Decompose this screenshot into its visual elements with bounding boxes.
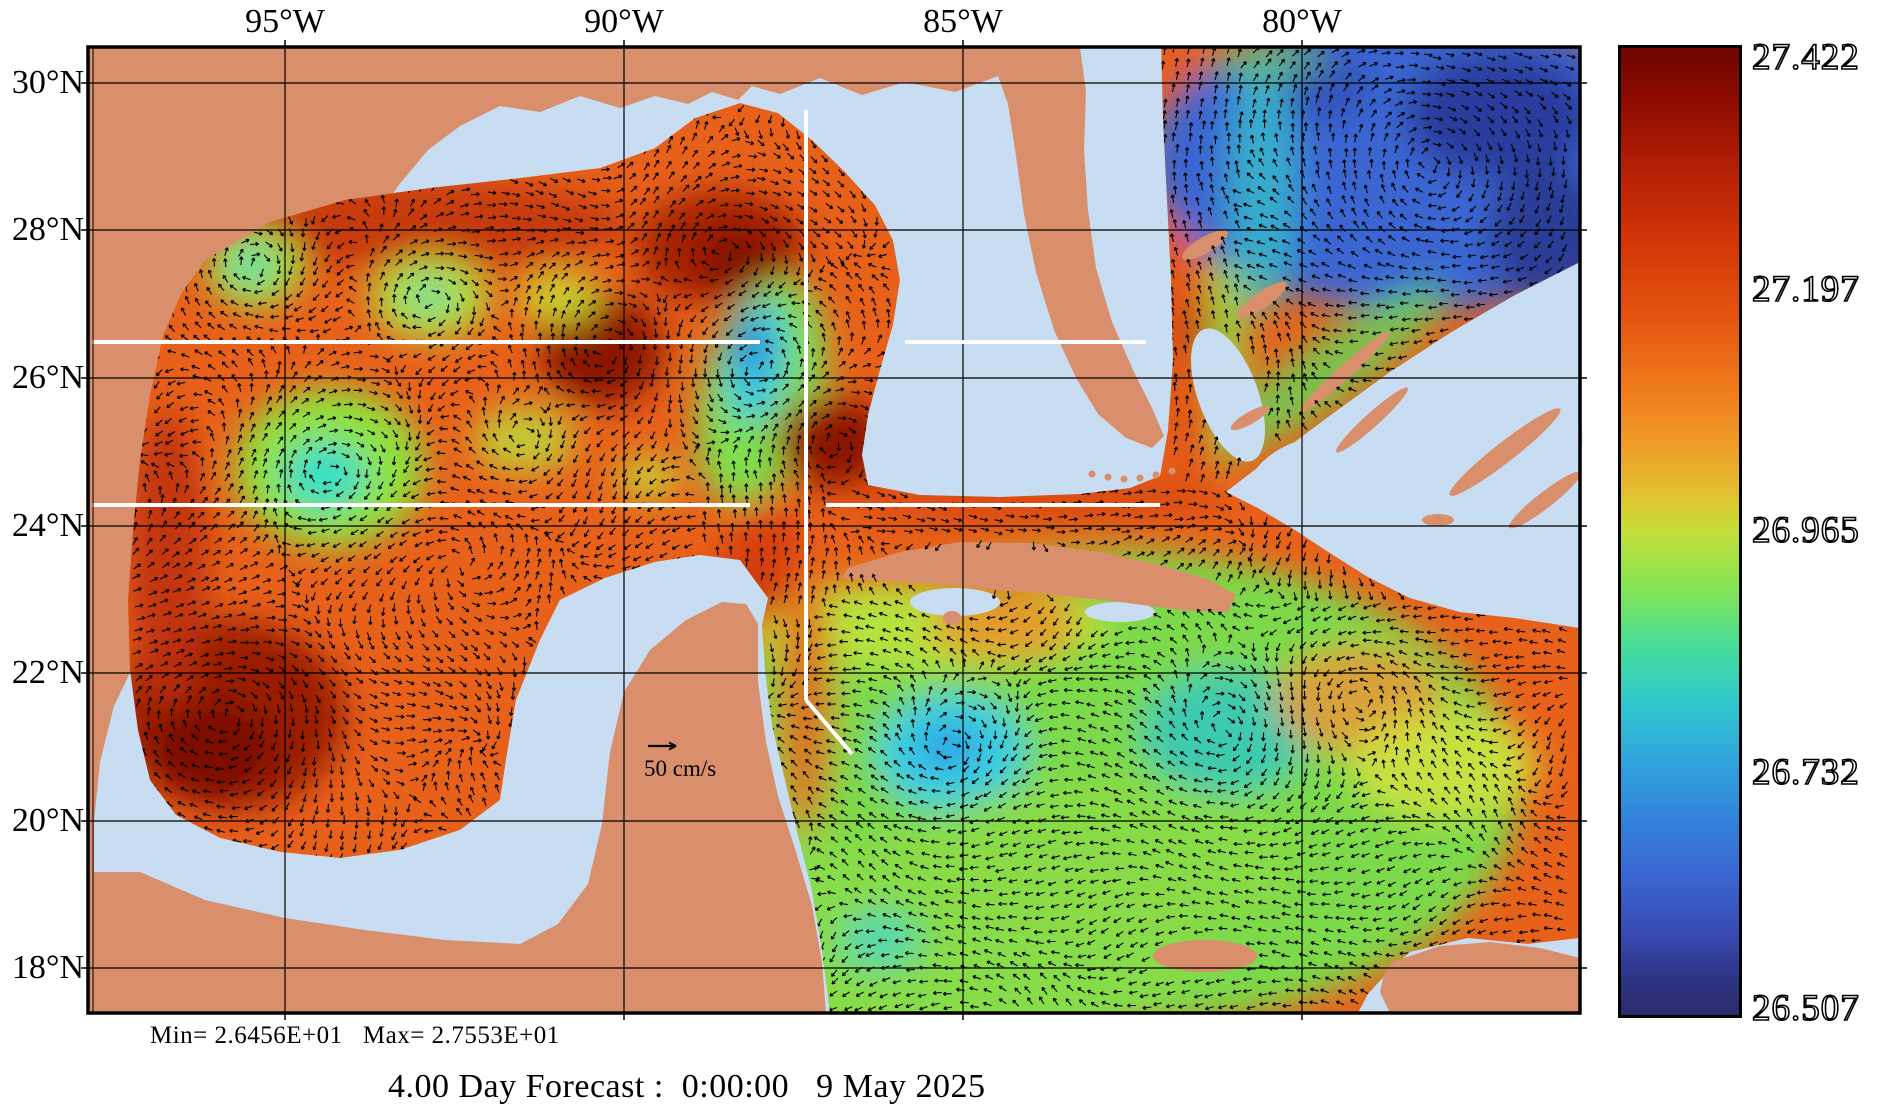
lat-tick-label: 26°N bbox=[11, 359, 84, 396]
colorbar bbox=[1618, 45, 1742, 1018]
colorbar-tick-label: 27.197 bbox=[1751, 268, 1860, 311]
lon-tick-label: 85°W bbox=[923, 3, 1003, 40]
colorbar-tick-label: 26.507 bbox=[1751, 987, 1860, 1030]
colorbar-tick-label: 27.422 bbox=[1751, 36, 1860, 79]
lon-tick-label: 95°W bbox=[245, 3, 325, 40]
field-minmax-text: Min= 2.6456E+01 Max= 2.7553E+01 bbox=[150, 1022, 560, 1049]
lat-tick-label: 18°N bbox=[11, 949, 84, 986]
lon-tick-label: 80°W bbox=[1262, 3, 1342, 40]
lat-tick-label: 20°N bbox=[11, 802, 84, 839]
figure-title: 4.00 Day Forecast : 0:00:00 9 May 2025 bbox=[388, 1068, 986, 1105]
lat-tick-label: 24°N bbox=[11, 507, 84, 544]
vector-scale-label: 50 cm/s bbox=[644, 756, 717, 781]
colorbar-tick-label: 26.965 bbox=[1751, 509, 1860, 552]
lat-tick-label: 22°N bbox=[11, 654, 84, 691]
lon-tick-label: 90°W bbox=[584, 3, 664, 40]
lat-tick-label: 28°N bbox=[11, 211, 84, 248]
colorbar-tick-label: 26.732 bbox=[1751, 751, 1860, 794]
lat-tick-label: 30°N bbox=[11, 64, 84, 101]
